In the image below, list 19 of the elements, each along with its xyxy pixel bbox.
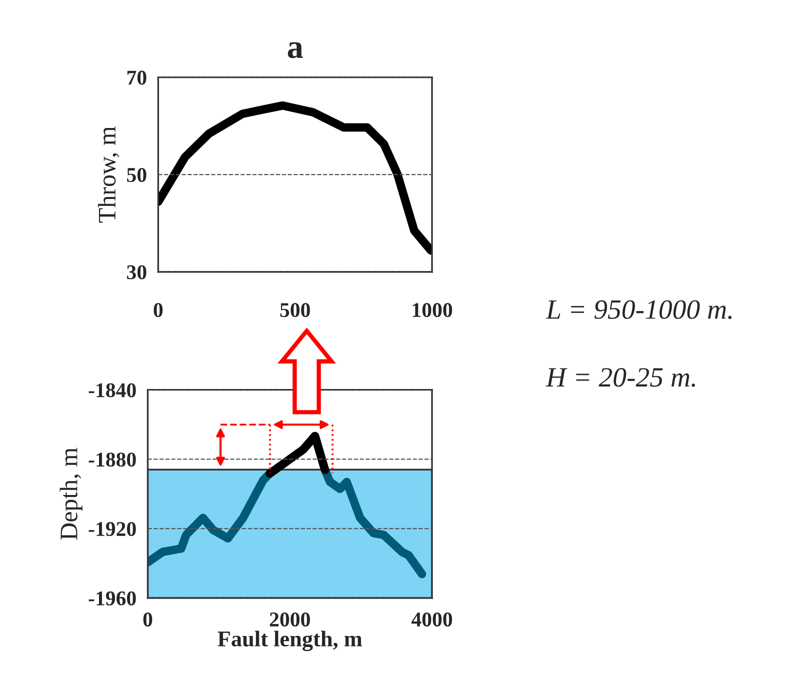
x-axis-title: Fault length, m [218, 630, 362, 652]
x-tick-label: 1000 [412, 303, 452, 318]
y-tick-label: 50 [127, 168, 146, 182]
x-tick-label: 0 [143, 612, 152, 627]
text: H = 20-25 m. [546, 368, 695, 387]
y-tick-label: -1880 [88, 452, 136, 467]
text: L = 950-1000 m. [546, 300, 732, 320]
x-tick-label: 4000 [411, 612, 452, 627]
y-axis-title: Throw, m [98, 126, 120, 223]
x-tick-label: 2000 [270, 612, 310, 627]
y-tick-label: 70 [127, 70, 146, 85]
y-tick-label: -1920 [88, 522, 136, 536]
y-tick-label: -1840 [88, 383, 136, 398]
chart-title: a [288, 42, 303, 58]
y-axis-title: Depth, m [60, 448, 82, 540]
x-tick-label: 500 [280, 303, 310, 318]
y-tick-label: -1960 [88, 591, 136, 606]
x-tick-label: 0 [154, 303, 163, 318]
y-tick-label: 30 [127, 265, 146, 280]
